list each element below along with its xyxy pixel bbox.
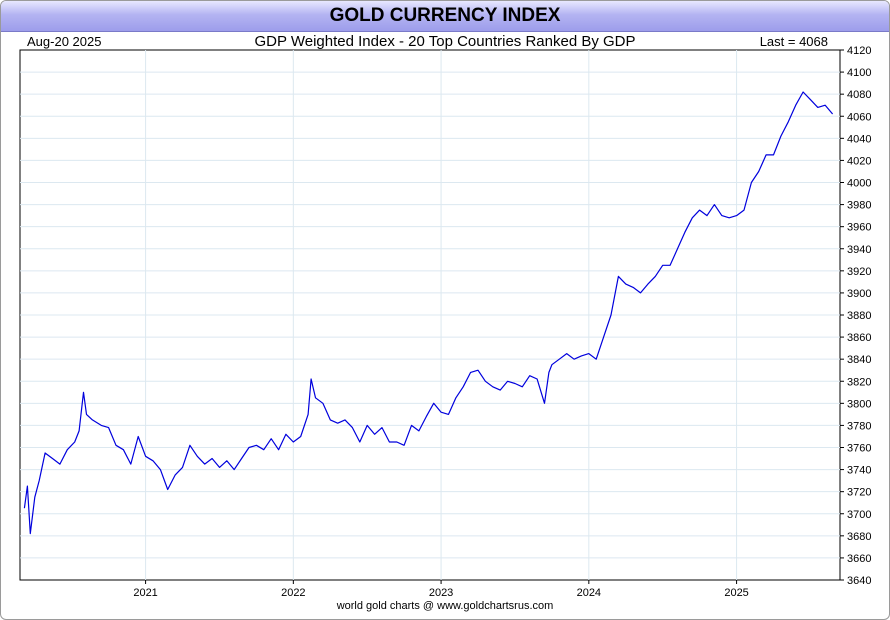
date-label: Aug-20 2025 [27,34,102,49]
y-tick-label: 4100 [847,67,871,79]
x-tick-label: 2024 [577,587,601,599]
y-tick-label: 3860 [847,332,871,344]
chart-title: GOLD CURRENCY INDEX [329,5,561,26]
index-line [23,91,834,535]
y-tick-label: 4080 [847,89,871,101]
y-tick-label: 3780 [847,420,871,432]
y-tick-label: 4020 [847,155,871,167]
x-tick-label: 2022 [281,587,305,599]
x-tick-label: 2023 [429,587,453,599]
y-tick-label: 3980 [847,200,871,212]
grid-lines [20,50,840,580]
y-tick-label: 3940 [847,244,871,256]
y-tick-label: 3920 [847,266,871,278]
y-tick-label: 4120 [847,45,871,57]
y-tick-label: 3880 [847,310,871,322]
y-tick-label: 3660 [847,553,871,565]
y-tick-label: 3800 [847,398,871,410]
x-axis: 2021 2022 2023 2024 2025 [133,580,749,599]
y-tick-label: 3640 [847,575,871,587]
y-tick-label: 3900 [847,288,871,300]
y-tick-label: 3720 [847,487,871,499]
y-tick-label: 3740 [847,465,871,477]
chart-subtitle: GDP Weighted Index - 20 Top Countries Ra… [254,33,636,50]
title-bar: GOLD CURRENCY INDEX [1,1,889,32]
y-tick-label: 3700 [847,509,871,521]
y-tick-label: 4060 [847,111,871,123]
y-tick-label: 3960 [847,222,871,234]
y-tick-label: 3680 [847,531,871,543]
last-value-label: Last = 4068 [759,34,828,49]
y-tick-label: 3840 [847,354,871,366]
y-tick-label: 3820 [847,376,871,388]
y-tick-label: 4000 [847,178,871,190]
x-tick-label: 2025 [724,587,748,599]
y-tick-label: 4040 [847,133,871,145]
y-tick-label: 3760 [847,443,871,455]
footer-credit: world gold charts @ www.goldchartsrus.co… [336,600,554,612]
y-axis: 3640 3660 3680 3700 3720 3740 3760 3780 3800 3820… [840,45,871,587]
x-tick-label: 2021 [133,587,157,599]
